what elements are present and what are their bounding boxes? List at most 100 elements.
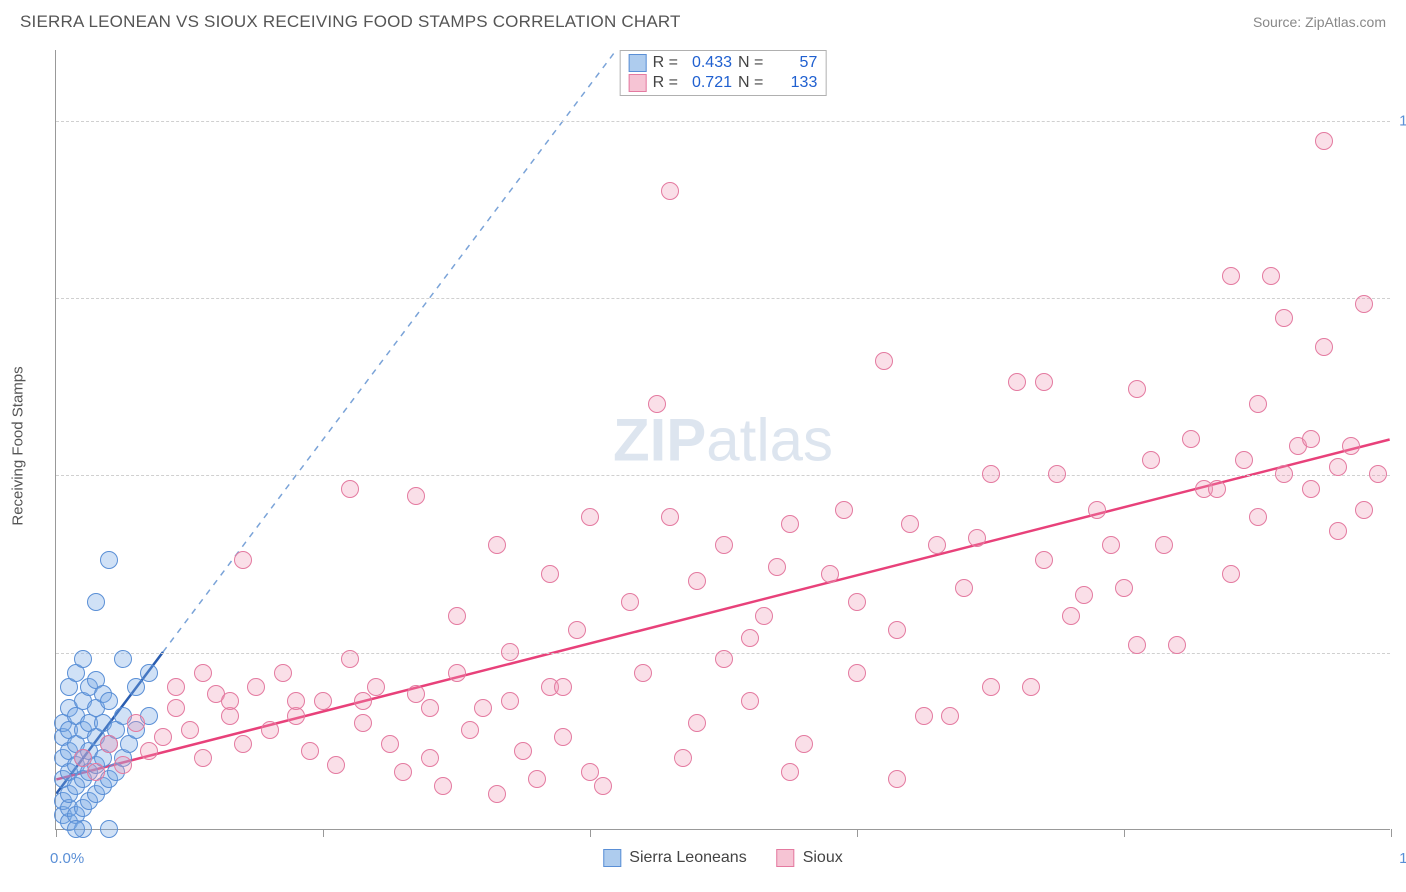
data-point <box>327 756 345 774</box>
data-point <box>1355 501 1373 519</box>
data-point <box>1022 678 1040 696</box>
x-tick-label: 100.0% <box>1399 850 1406 867</box>
data-point <box>955 579 973 597</box>
data-point <box>1048 465 1066 483</box>
data-point <box>474 699 492 717</box>
data-point <box>247 678 265 696</box>
swatch-icon <box>777 849 795 867</box>
data-point <box>448 664 466 682</box>
data-point <box>501 692 519 710</box>
legend-row-series-2: R = 0.721 N = 133 <box>629 73 818 93</box>
data-point <box>434 777 452 795</box>
data-point <box>421 749 439 767</box>
data-point <box>1342 437 1360 455</box>
data-point <box>594 777 612 795</box>
data-point <box>781 763 799 781</box>
data-point <box>1008 373 1026 391</box>
source-attribution: Source: ZipAtlas.com <box>1253 14 1386 30</box>
data-point <box>835 501 853 519</box>
data-point <box>1128 636 1146 654</box>
data-point <box>755 607 773 625</box>
data-point <box>1115 579 1133 597</box>
data-point <box>1222 267 1240 285</box>
data-point <box>1262 267 1280 285</box>
data-point <box>568 621 586 639</box>
x-tick <box>1124 829 1125 837</box>
data-point <box>127 714 145 732</box>
data-point <box>554 678 572 696</box>
data-point <box>1249 508 1267 526</box>
data-point <box>287 692 305 710</box>
data-point <box>301 742 319 760</box>
data-point <box>715 650 733 668</box>
data-point <box>314 692 332 710</box>
watermark: ZIPatlas <box>613 405 833 474</box>
data-point <box>100 735 118 753</box>
data-point <box>100 692 118 710</box>
data-point <box>1062 607 1080 625</box>
data-point <box>741 629 759 647</box>
data-point <box>394 763 412 781</box>
data-point <box>261 721 279 739</box>
data-point <box>661 508 679 526</box>
data-point <box>114 756 132 774</box>
data-point <box>367 678 385 696</box>
data-point <box>341 480 359 498</box>
data-point <box>1035 551 1053 569</box>
data-point <box>154 728 172 746</box>
data-point <box>674 749 692 767</box>
data-point <box>821 565 839 583</box>
swatch-icon <box>629 54 647 72</box>
data-point <box>354 692 372 710</box>
data-point <box>634 664 652 682</box>
data-point <box>114 650 132 668</box>
data-point <box>1275 465 1293 483</box>
data-point <box>661 182 679 200</box>
x-tick-label: 0.0% <box>50 850 84 867</box>
x-tick <box>1391 829 1392 837</box>
data-point <box>1249 395 1267 413</box>
data-point <box>181 721 199 739</box>
data-point <box>407 487 425 505</box>
data-point <box>1355 295 1373 313</box>
data-point <box>941 707 959 725</box>
correlation-legend: R = 0.433 N = 57 R = 0.721 N = 133 <box>620 50 827 96</box>
legend-row-series-1: R = 0.433 N = 57 <box>629 53 818 73</box>
data-point <box>407 685 425 703</box>
series-legend: Sierra Leoneans Sioux <box>603 849 842 867</box>
data-point <box>741 692 759 710</box>
legend-item-series-2: Sioux <box>777 849 843 867</box>
data-point <box>221 692 239 710</box>
data-point <box>1235 451 1253 469</box>
data-point <box>100 551 118 569</box>
data-point <box>194 664 212 682</box>
data-point <box>167 678 185 696</box>
data-point <box>528 770 546 788</box>
data-point <box>1128 380 1146 398</box>
data-point <box>888 621 906 639</box>
data-point <box>982 678 1000 696</box>
data-point <box>1035 373 1053 391</box>
data-point <box>848 593 866 611</box>
header: SIERRA LEONEAN VS SIOUX RECEIVING FOOD S… <box>0 0 1406 38</box>
chart-title: SIERRA LEONEAN VS SIOUX RECEIVING FOOD S… <box>20 12 681 32</box>
data-point <box>901 515 919 533</box>
legend-item-series-1: Sierra Leoneans <box>603 849 746 867</box>
data-point <box>982 465 1000 483</box>
data-point <box>100 820 118 838</box>
data-point <box>194 749 212 767</box>
scatter-chart: ZIPatlas R = 0.433 N = 57 R = 0.721 N = … <box>55 50 1390 830</box>
data-point <box>1075 586 1093 604</box>
data-point <box>1155 536 1173 554</box>
data-point <box>167 699 185 717</box>
gridline <box>56 298 1390 299</box>
data-point <box>274 664 292 682</box>
data-point <box>875 352 893 370</box>
data-point <box>501 643 519 661</box>
data-point <box>488 536 506 554</box>
data-point <box>688 714 706 732</box>
data-point <box>928 536 946 554</box>
swatch-icon <box>629 74 647 92</box>
data-point <box>1182 430 1200 448</box>
gridline <box>56 121 1390 122</box>
